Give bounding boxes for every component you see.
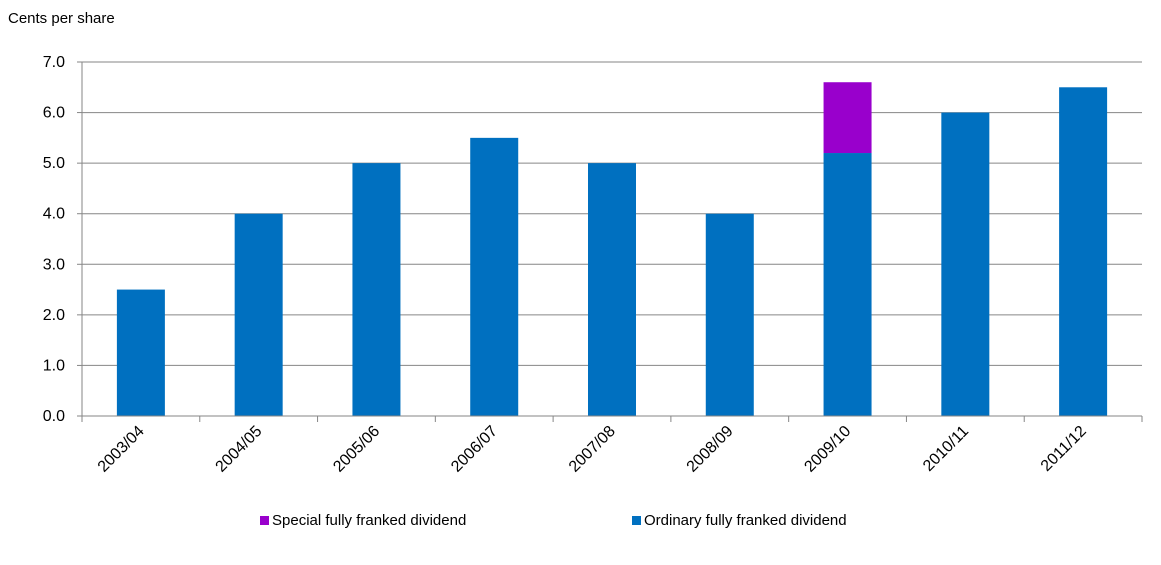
legend-swatch-special [260,516,269,525]
x-tick-label: 2005/06 [330,423,383,476]
y-axis-title: Cents per share [8,10,115,27]
y-tick-labels: 0.0 1.0 2.0 3.0 4.0 5.0 6.0 7.0 [43,54,65,425]
x-tick-labels: 2003/04 2004/05 2005/06 2006/07 2007/08 2008/… [95,423,1090,476]
x-tick-label: 2011/12 [1038,423,1090,475]
bar-special [823,82,872,154]
x-tick-label: 2004/05 [213,423,266,476]
y-tick-label: 4.0 [43,206,65,223]
x-tick-label: 2010/11 [920,423,972,475]
y-tick-label: 1.0 [43,357,65,374]
x-tick-label: 2007/08 [566,423,619,476]
x-tick-label: 2009/10 [801,423,854,476]
bar-ordinary [1059,87,1108,417]
bar-ordinary [705,213,754,416]
y-tick-label: 0.0 [43,408,65,425]
bar-ordinary [588,163,636,416]
y-tick-label: 5.0 [43,155,65,172]
y-tick-label: 7.0 [43,54,65,71]
y-tick-label: 2.0 [43,307,65,324]
legend-label-special: Special fully franked dividend [272,512,467,529]
legend-item-special: Special fully franked dividend [260,512,466,529]
x-tick-label: 2003/04 [95,423,148,476]
y-tick-label: 6.0 [43,105,65,122]
y-tick-label: 3.0 [43,256,65,273]
legend: Special fully franked dividend Ordinary … [0,512,1161,536]
bar-ordinary [470,137,519,416]
x-tick-label: 2006/07 [448,423,501,476]
x-tick-label: 2008/09 [684,423,737,476]
axes [77,61,1143,422]
bar-ordinary [352,163,401,416]
legend-item-ordinary: Ordinary fully franked dividend [632,512,847,529]
bar-ordinary [941,112,990,417]
bar-ordinary [116,289,165,416]
bar-ordinary [823,153,872,416]
bars [116,82,1108,417]
bar-ordinary [234,213,283,416]
legend-swatch-ordinary [632,516,641,525]
dividend-bar-chart: 0.01.02.03.04.05.06.07.0 2003/04 2004/05 2… [43,54,1143,476]
legend-label-ordinary: Ordinary fully franked dividend [644,512,847,529]
